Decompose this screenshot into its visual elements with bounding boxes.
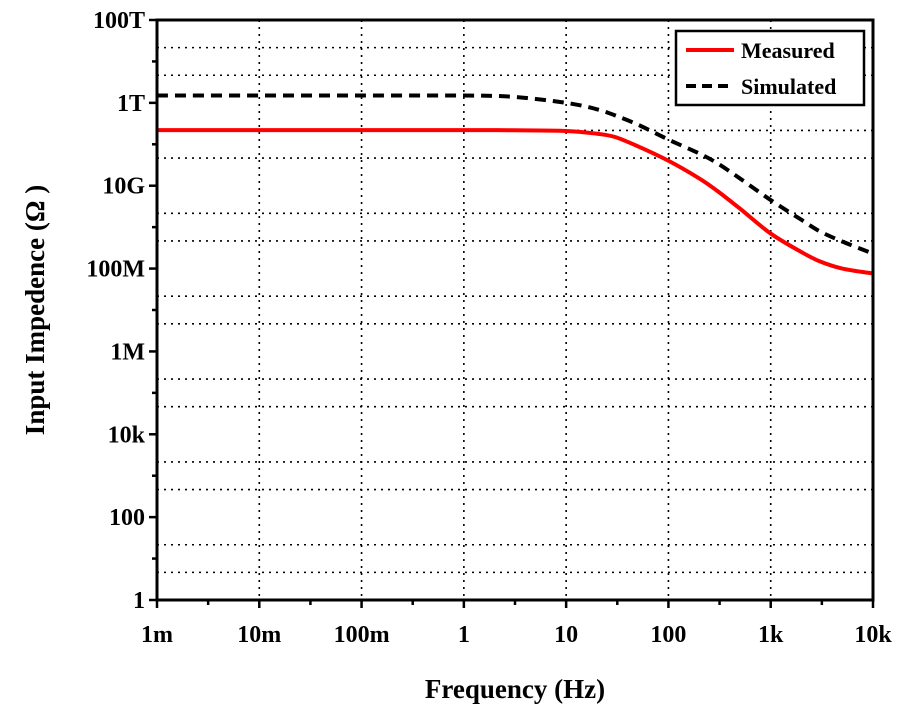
x-tick-label: 10m xyxy=(237,622,281,648)
y-tick-label: 100 xyxy=(109,505,145,531)
series-line-measured xyxy=(157,128,874,276)
legend-label-simulated: Simulated xyxy=(741,74,836,99)
x-tick-label: 1k xyxy=(758,622,784,648)
grid-lines xyxy=(157,20,873,600)
y-tick-label: 1 xyxy=(133,588,145,614)
x-tick-label: 10 xyxy=(554,622,578,648)
y-axis-title: Input Impedence (Ω ) xyxy=(20,185,50,435)
x-tick-label: 1m xyxy=(141,622,173,648)
legend: Measured Simulated xyxy=(674,29,866,107)
y-tick-label: 1T xyxy=(117,91,145,117)
x-tick-label: 10k xyxy=(854,622,892,648)
x-tick-label: 1 xyxy=(458,622,470,648)
y-tick-labels: 1 100 10k 1M 100M 10G 1T 100T xyxy=(86,8,145,614)
plot-frame xyxy=(155,18,875,602)
series-lines xyxy=(157,93,874,276)
legend-box xyxy=(674,29,866,107)
x-axis-title: Frequency (Hz) xyxy=(425,674,605,704)
y-tick-label: 10k xyxy=(108,422,146,448)
series-line-simulated xyxy=(157,93,874,256)
y-tick-label: 1M xyxy=(110,339,145,365)
y-tick-label: 10G xyxy=(102,174,145,200)
y-tick-label: 100M xyxy=(86,257,145,283)
axis-ticks xyxy=(149,18,875,608)
x-tick-label: 100m xyxy=(334,622,390,648)
x-tick-labels: 1m 10m 100m 1 10 100 1k 10k xyxy=(141,622,892,648)
x-tick-label: 100 xyxy=(650,622,686,648)
y-tick-label: 100T xyxy=(93,8,145,34)
legend-label-measured: Measured xyxy=(741,38,835,63)
